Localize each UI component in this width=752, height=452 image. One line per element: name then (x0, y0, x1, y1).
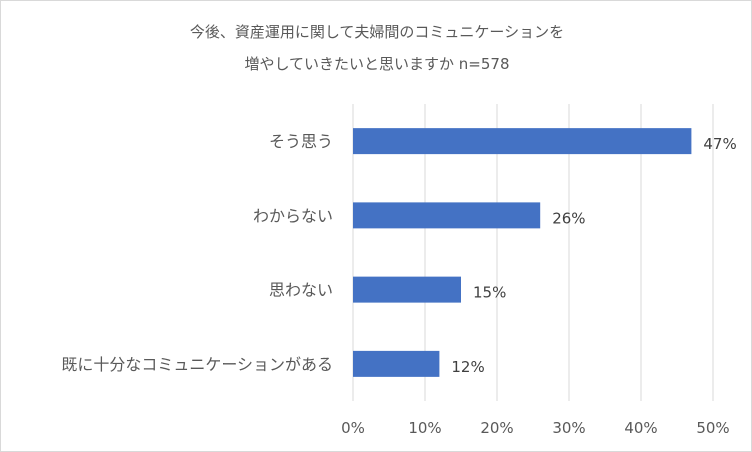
x-tick-label: 0% (341, 419, 365, 437)
chart-title-line-2: 増やしていきたいと思いますか n=578 (244, 55, 509, 73)
x-axis-tick-labels: 0% 10% 20% 30% 40% 50% (341, 419, 730, 437)
data-label: 47% (703, 135, 736, 153)
data-label: 12% (451, 358, 484, 376)
category-label: わからない (253, 206, 333, 225)
data-label: 15% (473, 284, 506, 302)
bar (353, 276, 461, 303)
bars (353, 128, 692, 377)
x-tick-label: 40% (624, 419, 657, 437)
bar (353, 350, 440, 377)
bar (353, 128, 692, 155)
category-label: 既に十分なコミュニケーションがある (61, 355, 333, 374)
x-tick-label: 30% (552, 419, 585, 437)
x-tick-label: 50% (696, 419, 729, 437)
x-tick-label: 20% (480, 419, 513, 437)
bar (353, 202, 541, 229)
category-label: そう思う (269, 132, 333, 151)
x-tick-label: 10% (408, 419, 441, 437)
data-labels: 47% 26% 15% 12% (451, 135, 736, 376)
category-label: 思わない (269, 281, 333, 300)
data-label: 26% (552, 209, 585, 227)
chart-title-line-1: 今後、資産運用に関して夫婦間のコミュニケーションを (190, 23, 564, 41)
